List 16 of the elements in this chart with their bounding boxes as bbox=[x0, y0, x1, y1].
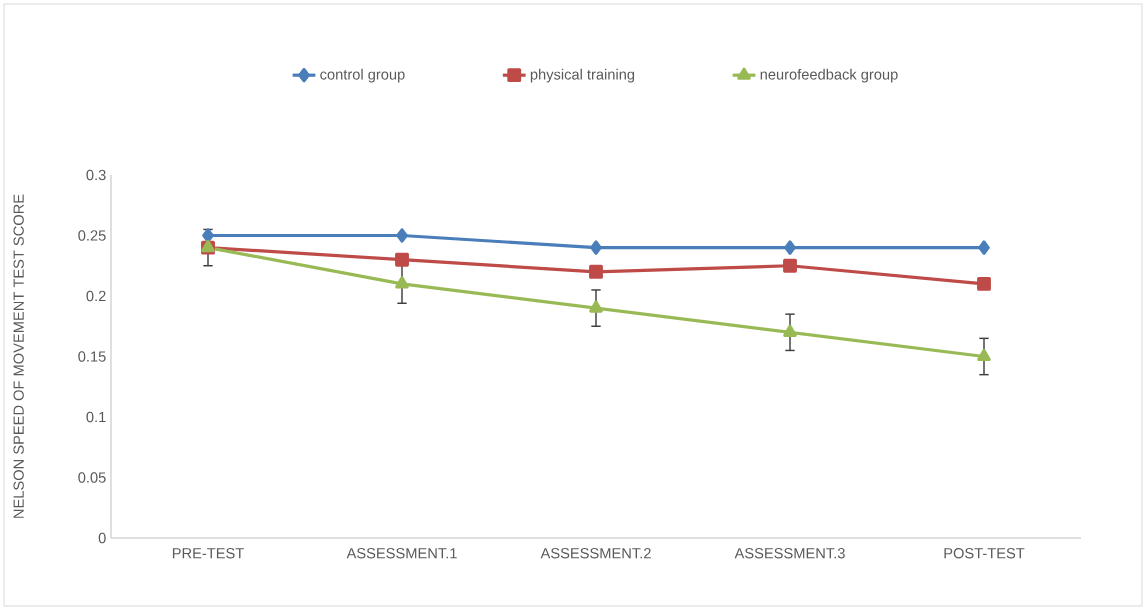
y-tick-label: 0 bbox=[98, 532, 106, 544]
y-axis-title: NELSON SPEED OF MOVEMENT TEST SCORE bbox=[13, 194, 24, 518]
y-tick-label: 0.05 bbox=[78, 472, 106, 483]
y-tick-label: 0.25 bbox=[78, 230, 106, 241]
y-tick-label: 0.2 bbox=[86, 290, 106, 302]
x-tick-label: ASSESSMENT.3 bbox=[734, 548, 845, 559]
x-tick-label: POST-TEST bbox=[944, 548, 1025, 559]
legend-label: control group bbox=[320, 68, 405, 83]
y-tick-label: 0.1 bbox=[86, 411, 106, 423]
x-tick-label: ASSESSMENT.1 bbox=[346, 548, 457, 559]
x-tick-label: PRE-TEST bbox=[172, 548, 244, 559]
legend-label: neurofeedback group bbox=[760, 68, 898, 83]
legend-label: physical training bbox=[530, 68, 635, 83]
x-tick-label: ASSESSMENT.2 bbox=[540, 548, 651, 559]
y-tick-label: 0.15 bbox=[78, 351, 106, 362]
y-tick-label: 0.3 bbox=[86, 169, 106, 181]
